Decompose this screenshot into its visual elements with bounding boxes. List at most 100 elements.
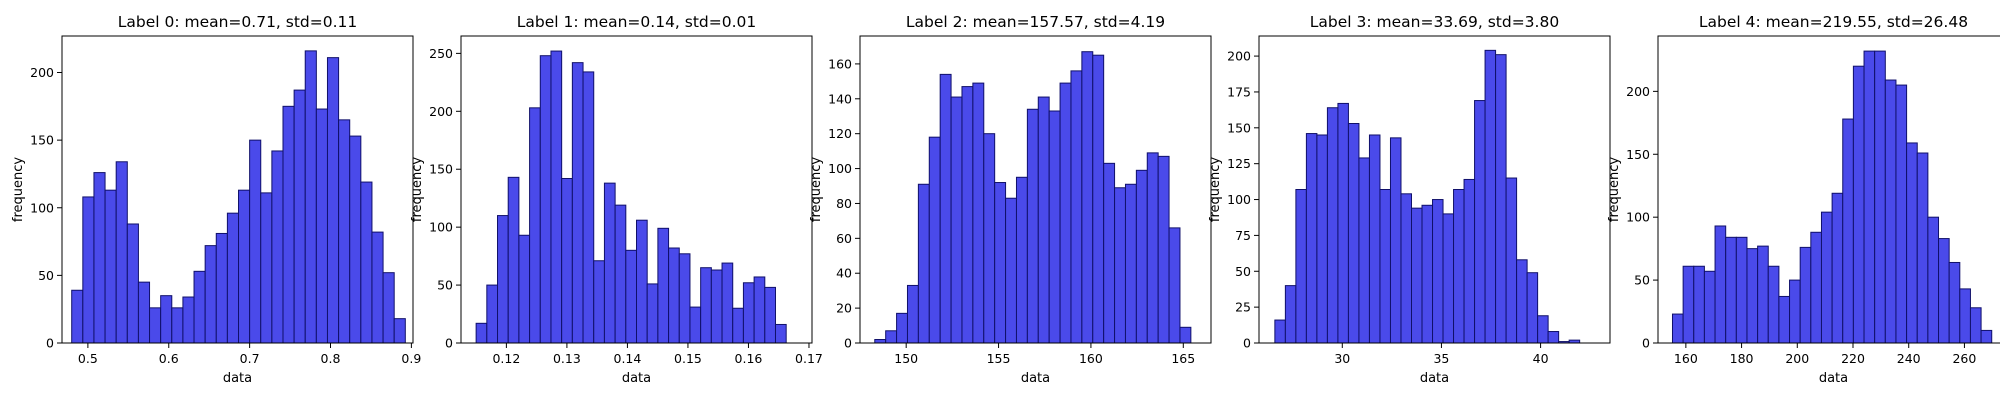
- x-tick-label: 35: [1433, 351, 1449, 366]
- y-axis-label: frequency: [1208, 157, 1223, 223]
- histogram-bar: [360, 181, 373, 344]
- x-tick-label: 200: [1785, 351, 1809, 366]
- histogram-bar: [1146, 152, 1159, 344]
- histogram-bar: [249, 139, 262, 344]
- histogram-bar: [928, 136, 941, 344]
- y-tick-label: 20: [836, 301, 852, 316]
- x-tick-label: 0.17: [795, 351, 823, 366]
- histogram-bar: [885, 330, 898, 344]
- histogram-bar: [1505, 177, 1518, 344]
- histogram-bar: [93, 172, 106, 344]
- y-tick-label: 25: [1235, 300, 1251, 315]
- histogram-bar: [371, 231, 384, 344]
- histogram-bar: [950, 96, 963, 344]
- histogram-bar: [1295, 189, 1307, 344]
- histogram-bar: [82, 196, 95, 344]
- histogram-bar: [304, 50, 317, 344]
- y-tick-label: 50: [38, 268, 54, 283]
- y-tick-label: 60: [836, 231, 852, 246]
- histogram-bar: [1516, 259, 1528, 344]
- x-tick-label: 0.6: [159, 351, 179, 366]
- histogram-bar: [874, 339, 887, 344]
- histogram-bar: [1682, 265, 1695, 344]
- histogram-bar: [393, 318, 406, 344]
- histogram-bar: [917, 183, 930, 344]
- histogram-bar: [1316, 134, 1328, 344]
- y-tick-label: 0: [844, 336, 852, 351]
- axes-frame: [1657, 35, 2000, 344]
- y-tick-label: 125: [1227, 156, 1251, 171]
- histogram-bar: [1048, 110, 1061, 344]
- histogram-bar: [636, 219, 648, 344]
- histogram-panel-4: 160 180 200 220 240 260 0 50 100 150 200 Label 4: m…: [1607, 13, 2000, 386]
- y-tick-label: 120: [828, 126, 852, 141]
- histogram-bar: [204, 245, 217, 344]
- y-tick-label: 100: [429, 220, 453, 235]
- axes-frame: [460, 35, 813, 344]
- histogram-bar: [721, 262, 734, 344]
- x-tick-label: 0.8: [321, 351, 341, 366]
- histogram-bar: [753, 276, 766, 344]
- y-tick-label: 200: [1227, 49, 1251, 64]
- histogram-bar: [1906, 142, 1918, 344]
- y-tick-label: 100: [30, 200, 54, 215]
- histogram-bar: [646, 283, 659, 344]
- histogram-bar: [972, 82, 985, 344]
- y-tick-label: 50: [437, 278, 453, 293]
- x-axis-label: data: [1819, 371, 1848, 386]
- y-tick-label: 0: [46, 336, 54, 351]
- histogram-bar: [1537, 315, 1549, 344]
- histogram-bar: [774, 323, 787, 344]
- bars: [874, 51, 1192, 344]
- y-tick-label: 100: [1227, 192, 1251, 207]
- histogram-bar: [1757, 245, 1769, 344]
- histogram-bar: [1831, 192, 1844, 344]
- histogram-bar: [104, 189, 117, 344]
- histogram-bar: [539, 55, 552, 344]
- y-tick-label: 80: [836, 196, 852, 211]
- histogram-bar: [507, 176, 520, 344]
- histogram-bar: [1305, 133, 1318, 344]
- histogram-bar: [382, 272, 395, 344]
- histogram-bar: [668, 247, 680, 344]
- y-tick-label: 200: [30, 65, 54, 80]
- x-tick-label: 150: [894, 351, 918, 366]
- x-tick-label: 0.12: [492, 351, 520, 366]
- y-axis-label: frequency: [11, 157, 26, 223]
- y-tick-label: 0: [445, 336, 453, 351]
- chart-title: Label 0: mean=0.71, std=0.11: [118, 13, 358, 31]
- x-tick-label: 30: [1334, 351, 1350, 366]
- histogram-bar: [349, 135, 362, 344]
- histogram-bar: [1693, 265, 1705, 344]
- x-tick-label: 155: [987, 351, 1011, 366]
- x-tick-label: 0.7: [240, 351, 260, 366]
- histogram-bar: [137, 281, 151, 344]
- x-tick-label: 0.13: [553, 351, 581, 366]
- y-tick-label: 0: [1642, 336, 1650, 351]
- histogram-bar: [1547, 331, 1560, 344]
- y-tick-label: 200: [1626, 84, 1650, 99]
- x-axis-label: data: [223, 371, 252, 386]
- histogram-bar: [1980, 329, 1993, 344]
- histogram-bar: [1092, 54, 1105, 344]
- histogram-panel-1: 0.12 0.13 0.14 0.15 0.16 0.17 0 50 100 150 200 250 L…: [410, 13, 823, 386]
- histogram-bar: [1442, 213, 1455, 344]
- x-tick-label: 180: [1730, 351, 1754, 366]
- histogram-bar: [475, 322, 488, 344]
- histogram-bar: [497, 215, 509, 344]
- histogram-bar: [1326, 107, 1339, 344]
- histogram-bar: [1495, 54, 1507, 344]
- histogram-bar: [689, 306, 702, 344]
- histogram-bar: [582, 71, 595, 344]
- histogram-bar: [1842, 118, 1854, 344]
- histogram-bar: [1389, 137, 1402, 344]
- histogram-bar: [1005, 197, 1017, 344]
- x-tick-label: 160: [1079, 351, 1103, 366]
- histogram-bar: [983, 133, 996, 344]
- histogram-bar: [1852, 65, 1865, 344]
- histogram-bar: [625, 249, 638, 344]
- x-tick-label: 0.9: [401, 351, 421, 366]
- histogram-bar: [1484, 49, 1497, 344]
- y-tick-label: 150: [30, 133, 54, 148]
- histogram-bar: [1671, 313, 1684, 344]
